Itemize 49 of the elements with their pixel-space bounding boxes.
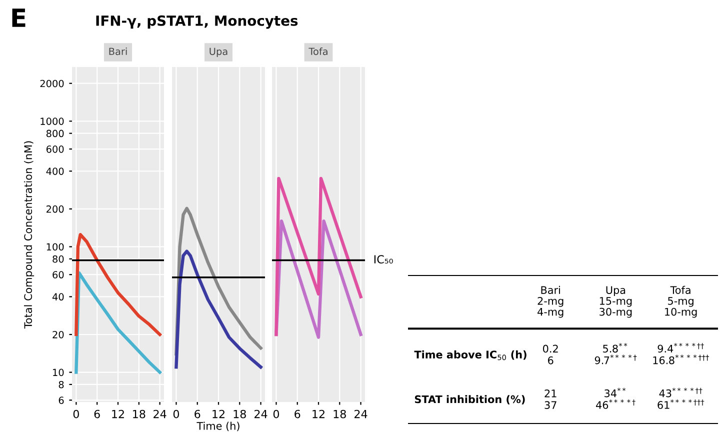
chart-subtitle: Upa (210, 48, 228, 57)
x-tick-label: 0 (73, 410, 79, 418)
x-tick-label: 12 (112, 410, 124, 418)
y-tick-label: 400 (46, 168, 64, 175)
y-tick-label: 8 (58, 380, 64, 388)
text: 34$^{**}$ 46$^{****†}$ (596, 388, 636, 409)
y-tick-label: 6 (58, 396, 64, 404)
y-tick-label: 200 (46, 205, 64, 213)
x-tick-label: 6 (194, 410, 200, 418)
text: 21 37 (544, 389, 556, 410)
y-tick-label: 10 (53, 368, 64, 376)
x-axis-title: Time (h) (196, 422, 240, 432)
category-label: Upa 15-mg 30-mg (600, 286, 632, 318)
y-tick-label: 60 (52, 271, 64, 278)
x-tick-label: 6 (294, 410, 300, 418)
category-label: Bari 2-mg 4-mg (538, 286, 564, 318)
text: E (12, 8, 26, 27)
x-tick-label: 6 (94, 410, 100, 418)
y-tick-label: 1000 (40, 118, 64, 125)
text: 0.2 6 (543, 344, 558, 364)
x-tick-label: 18 (133, 410, 146, 418)
x-tick-label: 0 (273, 410, 280, 418)
category-label: Tofa 5-mg 10-mg (665, 286, 697, 318)
x-tick-label: 24 (254, 410, 268, 418)
text: IFN-γ, pSTAT1, Monocytes (96, 15, 298, 29)
y-tick-label: 40 (52, 293, 64, 301)
category-label: Time above IC$_{50}$ (h) (414, 350, 526, 360)
line-series (74, 232, 162, 336)
y-tick-label: 600 (46, 146, 64, 153)
x-tick-label: 24 (354, 410, 368, 418)
x-tick-label: 0 (173, 410, 180, 418)
x-tick-label: 18 (234, 410, 246, 418)
x-tick-label: 12 (212, 410, 224, 418)
chart-subtitle: Tofa (308, 48, 328, 56)
chart-subtitle: Bari (109, 48, 127, 56)
y-axis-title: Total Compound Concentration (nM) (24, 141, 34, 329)
x-tick-label: 18 (334, 410, 346, 418)
y-tick-label: 100 (46, 243, 64, 251)
y-tick-label: 80 (52, 255, 64, 263)
ref-line-label: IC₅₀ (374, 255, 393, 264)
x-tick-label: 24 (154, 410, 166, 418)
y-tick-label: 20 (52, 330, 64, 338)
x-tick-label: 12 (312, 410, 324, 418)
y-tick-label: 2000 (40, 80, 64, 88)
category-label: STAT inhibition (%) (414, 395, 525, 404)
text: 43$^{****††}$ 61$^{****†††}$ (658, 388, 704, 409)
text: 9.4$^{****††}$ 16.8$^{****†††}$ (653, 343, 709, 364)
y-tick-label: 800 (46, 130, 64, 138)
text: 5.8$^{**}$ 9.7$^{****†}$ (594, 343, 637, 364)
